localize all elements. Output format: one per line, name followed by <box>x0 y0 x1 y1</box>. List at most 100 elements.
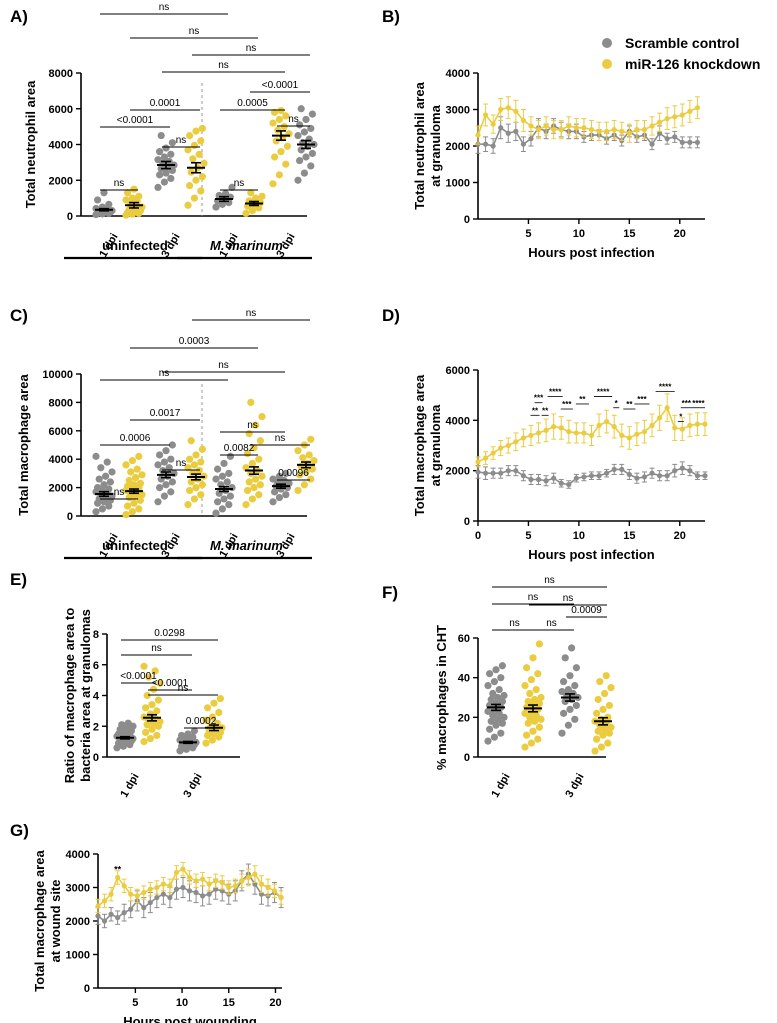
data-point <box>486 670 494 678</box>
significance-label: ns <box>546 618 557 629</box>
data-point <box>500 691 508 700</box>
data-point <box>190 461 198 469</box>
data-point <box>297 146 305 154</box>
x-tick-label: 20 <box>674 228 686 240</box>
data-point <box>302 468 310 476</box>
data-point <box>275 115 283 124</box>
data-point <box>551 475 557 481</box>
data-point <box>296 471 304 479</box>
series-knockdown <box>475 393 708 468</box>
data-point <box>151 667 159 675</box>
panel-E: E) 0 2 4 6 8 Ratio of macrophage area to bacter… <box>10 570 240 800</box>
data-point <box>694 473 701 479</box>
data-point <box>484 737 492 745</box>
data-point <box>672 134 678 140</box>
y-tick-label: 0 <box>93 752 99 764</box>
data-point <box>593 709 601 717</box>
data-point <box>247 469 255 477</box>
data-point <box>242 501 250 509</box>
data-point <box>108 891 114 897</box>
y-tick-label: 6000 <box>49 426 73 438</box>
data-point <box>167 894 173 901</box>
data-point <box>694 105 701 111</box>
data-point <box>208 736 216 744</box>
data-point <box>122 196 130 204</box>
data-point <box>611 424 617 430</box>
data-point <box>566 123 572 129</box>
data-point <box>581 474 587 480</box>
significance-stars: *** <box>534 394 544 403</box>
data-point <box>302 115 310 124</box>
data-point <box>156 148 164 156</box>
significance-stars: **** <box>659 382 672 391</box>
data-point <box>212 509 220 517</box>
data-point <box>219 879 225 886</box>
category-label: M. marinum <box>210 238 283 253</box>
data-point <box>198 173 206 181</box>
y-tick-label: 8 <box>93 629 99 641</box>
significance-stars: * <box>679 413 683 422</box>
significance-label: ns <box>247 420 258 431</box>
data-point <box>649 141 655 147</box>
data-point <box>594 695 602 704</box>
data-point <box>601 689 609 698</box>
data-point <box>103 458 111 466</box>
data-point <box>649 422 655 428</box>
data-point <box>531 695 539 704</box>
data-point <box>130 185 138 193</box>
data-point <box>277 106 285 115</box>
data-point <box>197 458 205 466</box>
x-axis-title: Hours post wounding <box>123 1014 257 1023</box>
data-point <box>167 150 175 158</box>
data-point <box>150 685 158 693</box>
data-point <box>607 683 615 692</box>
significance-label: <0.0001 <box>120 671 157 682</box>
y-axis-title: at granuloma <box>428 404 443 486</box>
data-point <box>228 484 236 492</box>
data-point <box>702 473 708 479</box>
data-point <box>282 469 290 477</box>
data-point <box>256 481 264 489</box>
data-point <box>687 468 693 474</box>
x-tick-label: 1 dpi <box>118 772 141 800</box>
y-axis-title: Total macrophage area <box>32 850 47 992</box>
data-point <box>164 472 172 480</box>
data-point <box>521 709 529 717</box>
data-point <box>626 130 632 136</box>
data-point <box>489 711 497 719</box>
significance-stars: * <box>615 399 619 408</box>
data-point <box>154 183 162 191</box>
data-point <box>564 721 573 729</box>
panel-label: C) <box>10 306 28 325</box>
data-point <box>108 468 116 476</box>
data-point <box>566 429 572 435</box>
data-point <box>97 464 105 472</box>
data-point <box>156 171 164 179</box>
data-point <box>121 910 127 916</box>
x-tick-label: 5 <box>132 997 138 1009</box>
data-point <box>537 715 545 723</box>
data-point <box>265 884 271 891</box>
data-point <box>186 131 194 140</box>
data-point <box>258 192 266 200</box>
data-point <box>187 437 195 445</box>
data-point <box>601 725 609 733</box>
y-tick-label: 0 <box>464 516 470 528</box>
data-point <box>300 169 308 177</box>
data-point <box>212 475 220 483</box>
data-point <box>252 194 260 202</box>
data-point <box>180 884 186 891</box>
significance-stars: ** <box>579 395 586 404</box>
data-point <box>535 430 542 436</box>
data-point <box>300 128 308 136</box>
data-point <box>498 106 504 113</box>
x-tick-label: 3 dpi <box>181 772 204 800</box>
significance-stars: **** <box>597 387 610 396</box>
data-point <box>206 891 212 897</box>
data-point <box>588 432 595 439</box>
data-point <box>490 121 496 127</box>
significance-label: 0.0001 <box>150 98 181 109</box>
data-point <box>271 108 279 116</box>
data-point <box>602 672 610 680</box>
data-point <box>529 727 537 735</box>
